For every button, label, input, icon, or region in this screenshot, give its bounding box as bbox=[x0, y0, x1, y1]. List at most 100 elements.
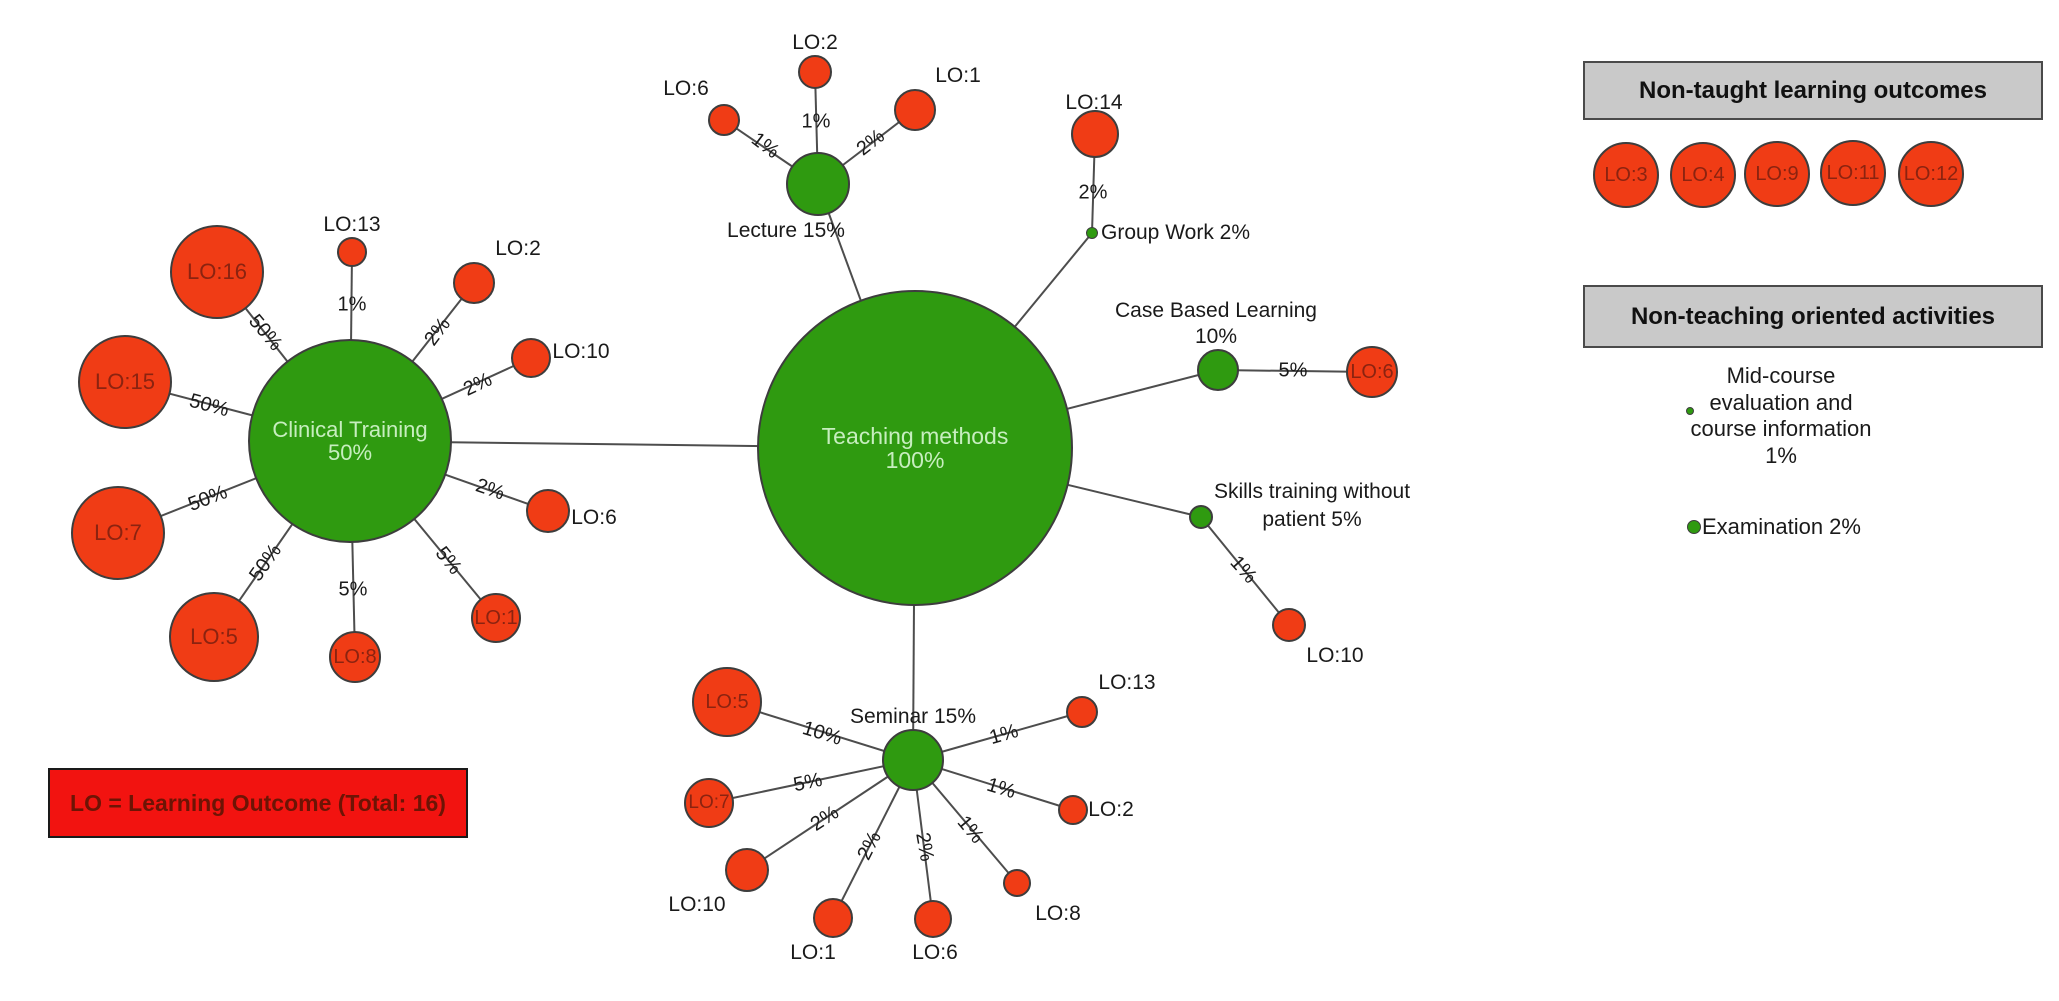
edge-percent-label: 2% bbox=[853, 827, 886, 864]
midcourse-activity-text: Mid-course evaluation and course informa… bbox=[1661, 363, 1901, 469]
node-c_lo10 bbox=[511, 338, 551, 378]
node-label: LO:3 bbox=[1604, 163, 1648, 186]
node-p_lo3: LO:3 bbox=[1593, 142, 1659, 208]
edge-percent-label: 50% bbox=[244, 310, 287, 356]
node-c_lo6 bbox=[526, 489, 570, 533]
text-label-10-: 10% bbox=[1194, 325, 1238, 348]
node-c_lo15: LO:15 bbox=[78, 335, 172, 429]
node-label: Teaching methods bbox=[821, 422, 1009, 449]
node-s_lo10 bbox=[725, 848, 769, 892]
node-c_lo1: LO:1 bbox=[471, 593, 521, 643]
non-teaching-title: Non-teaching oriented activities bbox=[1630, 302, 1996, 330]
examination-activity-text: Examination 2% bbox=[1702, 514, 1861, 540]
text-label-lo-1: LO:1 bbox=[790, 941, 836, 964]
text-label-lo-10: LO:10 bbox=[552, 340, 610, 363]
edge-percent-label: 5% bbox=[791, 768, 825, 797]
edge-percent-label: 1% bbox=[801, 110, 831, 133]
text-label-lo-13: LO:13 bbox=[323, 213, 381, 236]
node-label: LO:12 bbox=[1903, 162, 1959, 185]
text-label-skills-training-without: Skills training without bbox=[1213, 480, 1411, 503]
node-lecture bbox=[786, 152, 850, 216]
node-label: LO:5 bbox=[190, 624, 238, 650]
node-clinical: Clinical Training 50% bbox=[248, 339, 452, 543]
node-groupwork bbox=[1086, 227, 1098, 239]
text-label-lo-8: LO:8 bbox=[1035, 902, 1081, 925]
node-p_lo4: LO:4 bbox=[1670, 142, 1736, 208]
node-s_lo13 bbox=[1066, 696, 1098, 728]
edge-percent-label: 2% bbox=[806, 801, 843, 836]
edge-percent-label: 5% bbox=[338, 578, 368, 601]
text-label-lo-6: LO:6 bbox=[663, 77, 709, 100]
non-taught-title: Non-taught learning outcomes bbox=[1639, 76, 1987, 104]
node-s_lo8 bbox=[1003, 869, 1031, 897]
node-c_lo16: LO:16 bbox=[170, 225, 264, 319]
node-l_lo2 bbox=[798, 55, 832, 89]
node-label: Clinical Training 50% bbox=[272, 416, 428, 465]
text-label-lo-10: LO:10 bbox=[668, 893, 726, 916]
legend-text: LO = Learning Outcome (Total: 16) bbox=[70, 789, 446, 816]
node-s_lo5: LO:5 bbox=[692, 667, 762, 737]
edge-percent-label: 1% bbox=[1225, 551, 1262, 588]
node-label: 100% bbox=[885, 447, 945, 473]
edge-percent-label: 2% bbox=[472, 474, 508, 505]
node-label: LO:4 bbox=[1681, 163, 1725, 186]
node-label: LO:9 bbox=[1755, 162, 1799, 185]
node-p_lo11: LO:11 bbox=[1820, 140, 1886, 206]
text-label-patient-5-: patient 5% bbox=[1262, 508, 1362, 531]
node-casebased bbox=[1197, 349, 1239, 391]
edge-percent-label: 2% bbox=[911, 830, 938, 864]
edge-percent-label: 50% bbox=[186, 389, 232, 422]
midcourse-line-4: 1% bbox=[1765, 442, 1797, 468]
node-l_lo1 bbox=[894, 89, 936, 131]
edge-percent-label: 2% bbox=[1078, 181, 1108, 204]
edge-percent-label: 10% bbox=[799, 717, 845, 750]
edge-percent-label: 1% bbox=[337, 293, 367, 316]
node-s_lo7: LO:7 bbox=[684, 778, 734, 828]
text-label-lecture-15-: Lecture 15% bbox=[727, 219, 845, 242]
node-cb_lo6: LO:6 bbox=[1346, 346, 1398, 398]
text-label-lo-2: LO:2 bbox=[1088, 798, 1134, 821]
text-label-lo-2: LO:2 bbox=[495, 237, 541, 260]
node-l_lo6 bbox=[708, 104, 740, 136]
examination-label: Examination 2% bbox=[1702, 514, 1861, 539]
text-label-seminar-15-: Seminar 15% bbox=[849, 705, 977, 728]
edge-percent-label: 50% bbox=[185, 481, 231, 516]
node-label: LO:5 bbox=[705, 690, 749, 713]
edge-percent-label: 1% bbox=[984, 773, 1019, 804]
edge-percent-label: 2% bbox=[420, 313, 456, 350]
node-label: LO:11 bbox=[1826, 161, 1880, 184]
non-teaching-header: Non-teaching oriented activities bbox=[1583, 285, 2043, 348]
node-label: LO:15 bbox=[95, 369, 155, 395]
edge-percent-label: 2% bbox=[852, 125, 889, 161]
node-s_lo2 bbox=[1058, 795, 1088, 825]
node-label: LO:6 bbox=[1350, 360, 1394, 383]
edge-percent-label: 50% bbox=[245, 540, 287, 586]
node-teaching: Teaching methods 100% bbox=[757, 290, 1073, 606]
text-label-lo-6: LO:6 bbox=[912, 941, 958, 964]
edge-percent-label: 5% bbox=[1278, 359, 1308, 382]
text-label-lo-10: LO:10 bbox=[1306, 644, 1364, 667]
node-c_lo8: LO:8 bbox=[329, 631, 381, 683]
node-dot_midcourse bbox=[1686, 407, 1694, 415]
text-label-lo-2: LO:2 bbox=[792, 31, 838, 54]
text-label-lo-1: LO:1 bbox=[935, 64, 981, 87]
node-p_lo12: LO:12 bbox=[1898, 141, 1964, 207]
node-p_lo9: LO:9 bbox=[1744, 141, 1810, 207]
text-label-lo-13: LO:13 bbox=[1098, 671, 1156, 694]
text-label-lo-14: LO:14 bbox=[1065, 91, 1123, 114]
legend-box: LO = Learning Outcome (Total: 16) bbox=[48, 768, 468, 838]
edge-seminar-s_lo7 bbox=[708, 759, 914, 804]
node-c_lo13 bbox=[337, 237, 367, 267]
node-sk_lo10 bbox=[1272, 608, 1306, 642]
node-seminar bbox=[882, 729, 944, 791]
midcourse-line-1: Mid-course bbox=[1726, 363, 1836, 388]
node-skills bbox=[1189, 505, 1213, 529]
node-label: LO:1 bbox=[474, 606, 518, 629]
node-label: LO:16 bbox=[187, 259, 247, 285]
text-label-lo-6: LO:6 bbox=[571, 506, 617, 529]
node-c_lo7: LO:7 bbox=[71, 486, 165, 580]
non-taught-header: Non-taught learning outcomes bbox=[1583, 61, 2043, 120]
